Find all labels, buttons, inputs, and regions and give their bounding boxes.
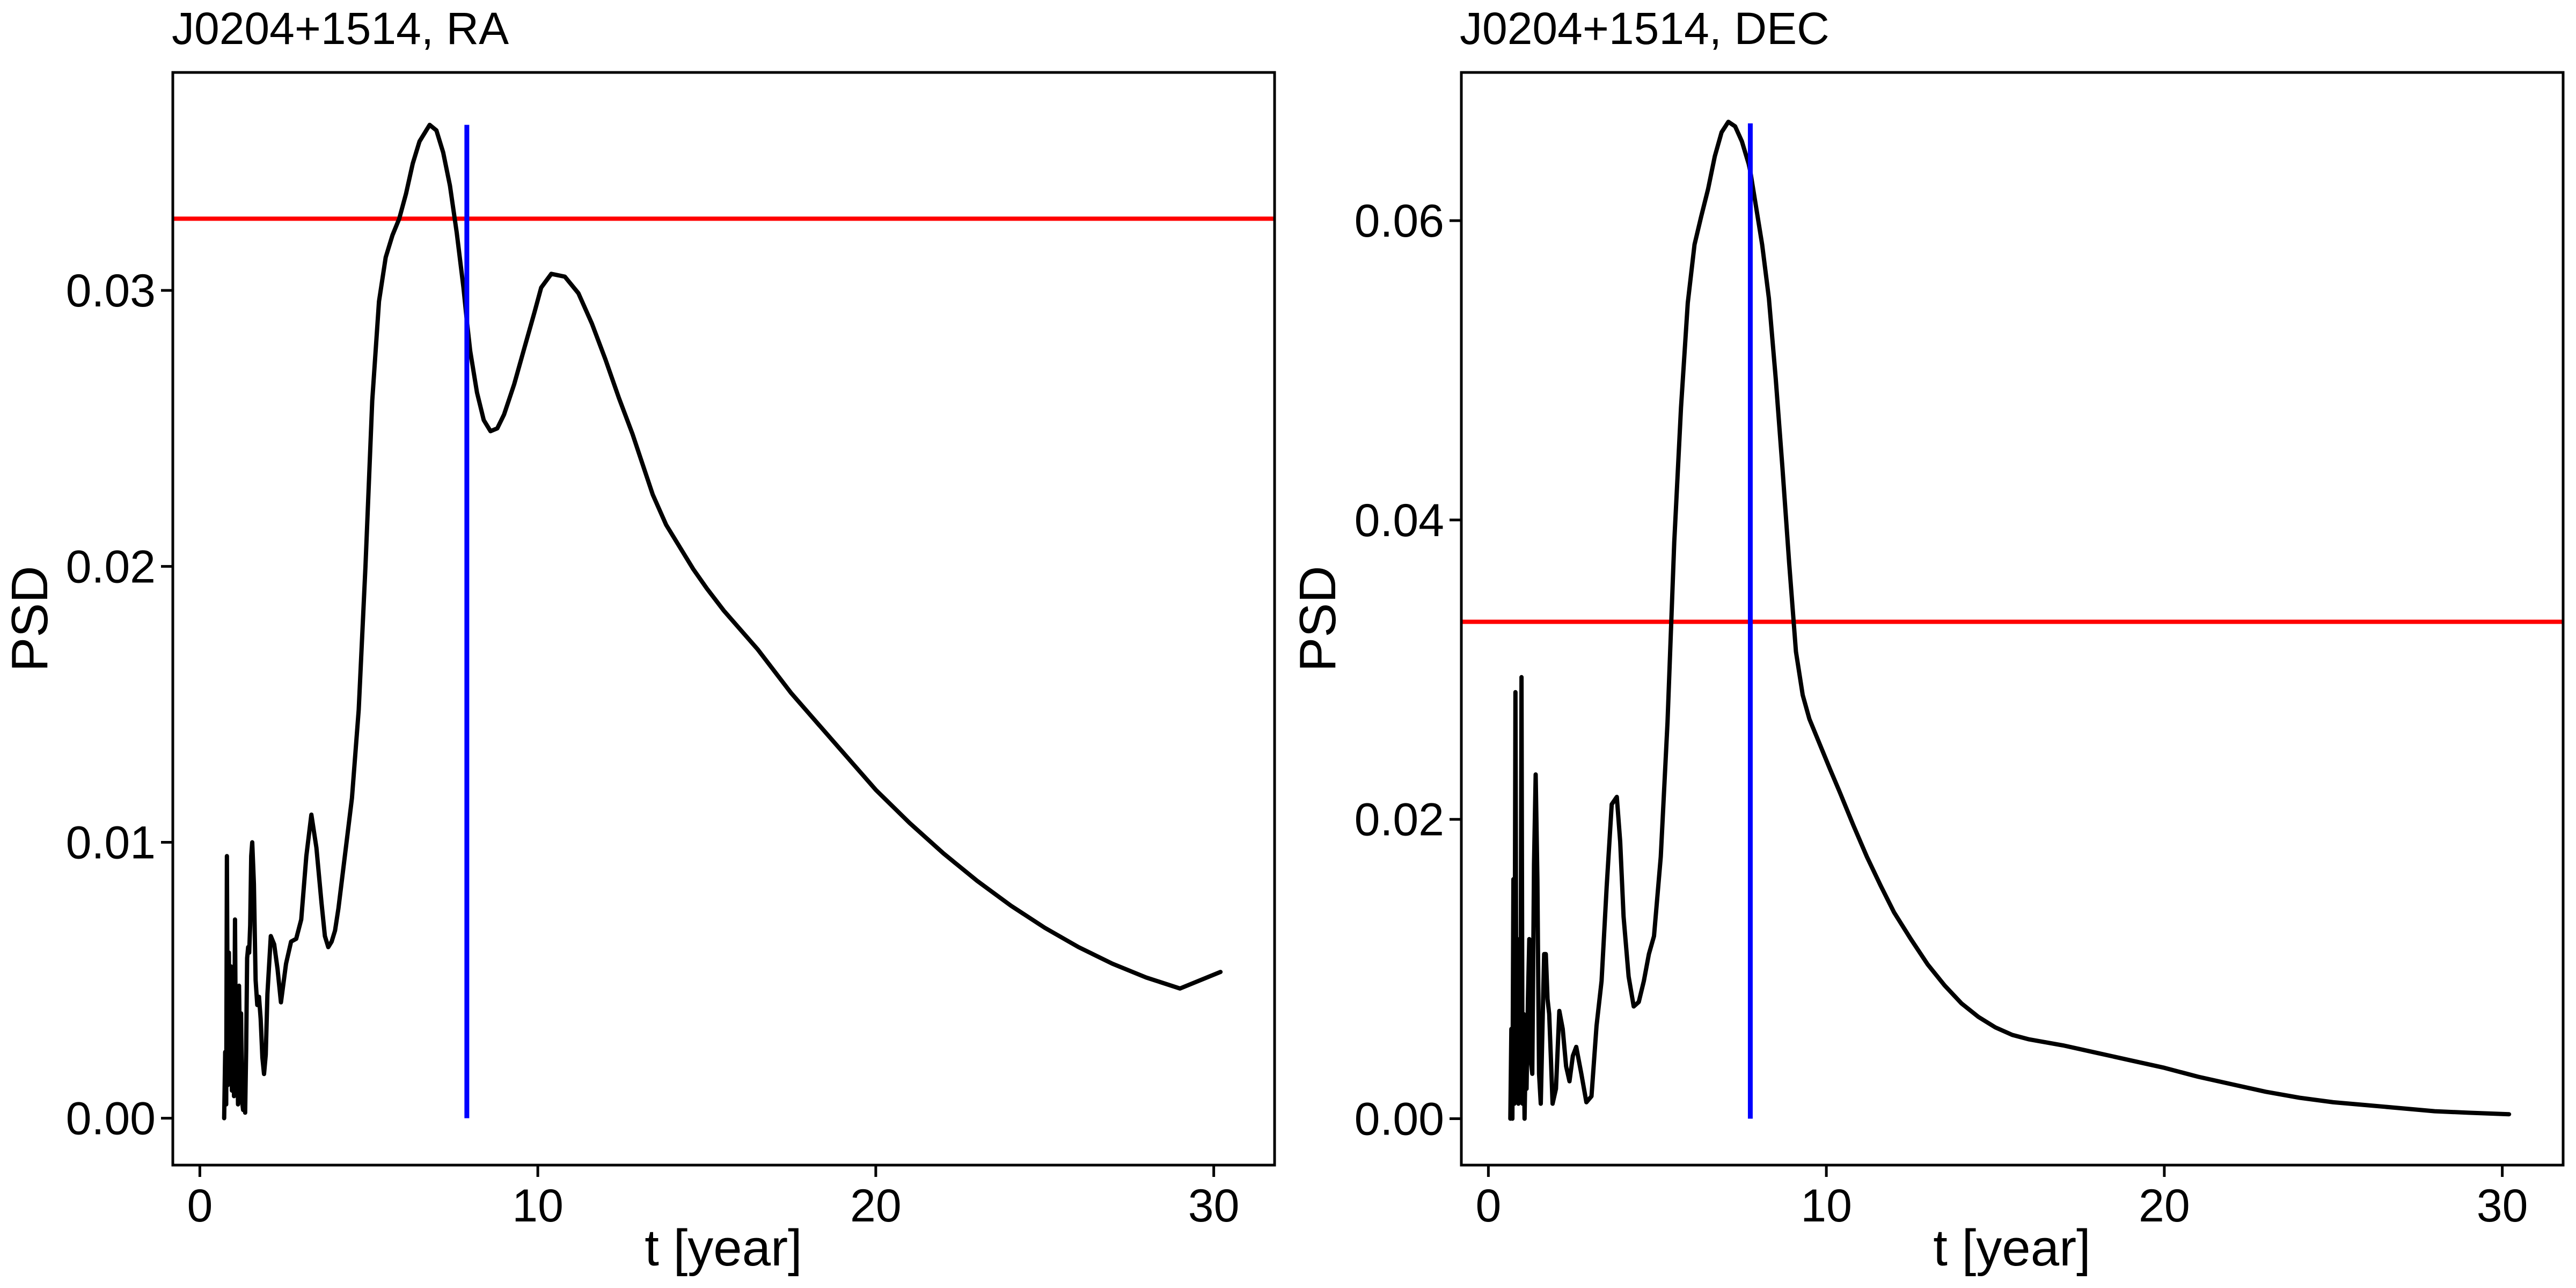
panel-dec-y-tick-label: 0.06 bbox=[1355, 195, 1444, 247]
panel-ra-x-tick-label: 30 bbox=[1188, 1180, 1240, 1232]
panel-dec-x-axis-label: t [year] bbox=[1933, 1219, 2090, 1277]
panel-ra-x-tick-label: 10 bbox=[512, 1180, 564, 1232]
panel-ra-plot-frame bbox=[171, 71, 1276, 1167]
panel-dec-title: J0204+1514, DEC bbox=[1460, 3, 1829, 54]
panel-dec-x-tick-label: 20 bbox=[2139, 1180, 2190, 1232]
panel-dec-x-tick-label: 0 bbox=[1475, 1180, 1501, 1232]
panel-ra-x-tick-label: 20 bbox=[850, 1180, 902, 1232]
panel-ra-x-axis-label: t [year] bbox=[645, 1219, 802, 1277]
panel-ra: J0204+1514, RA 0 10 20 30 0.00 0.01 0.02 0.03 t… bbox=[1, 3, 1276, 1277]
panel-dec-y-tick-label: 0.02 bbox=[1355, 794, 1444, 846]
panel-ra-psd-curve bbox=[222, 122, 1223, 1121]
panel-dec-ticks: 0 10 20 30 0.00 0.02 0.04 0.06 bbox=[1355, 195, 2528, 1232]
panel-ra-y-tick-label: 0.03 bbox=[66, 265, 156, 317]
panel-dec: J0204+1514, DEC 0 10 20 300.000.020.040.06 … bbox=[1289, 3, 2565, 1277]
panel-ra-title: J0204+1514, RA bbox=[172, 3, 509, 54]
panel-dec-y-tick-label: 0.04 bbox=[1355, 495, 1444, 546]
panel-dec-y-tick-label: 0.00 bbox=[1355, 1094, 1444, 1145]
panel-ra-y-tick-label: 0.02 bbox=[66, 541, 156, 592]
panel-dec-x-tick-label: 30 bbox=[2477, 1180, 2528, 1232]
panel-ra-y-tick-label: 0.00 bbox=[66, 1093, 156, 1145]
panel-ra-x-tick-label: 0 bbox=[187, 1180, 213, 1232]
panel-ra-y-axis-label: PSD bbox=[1, 566, 58, 671]
panel-dec-marks bbox=[1461, 120, 2563, 1121]
panel-ra-y-tick-label: 0.01 bbox=[66, 817, 156, 868]
panel-dec-psd-curve bbox=[1508, 120, 2512, 1121]
panel-ra-marks bbox=[173, 122, 1275, 1121]
panel-dec-plot-frame bbox=[1460, 71, 2565, 1167]
panel-dec-x-tick-label: 10 bbox=[1801, 1180, 1852, 1232]
panel-ra-ticks: 0 10 20 30 0.00 0.01 0.02 0.03 bbox=[66, 265, 1240, 1232]
panel-dec-y-axis-label: PSD bbox=[1289, 566, 1346, 671]
